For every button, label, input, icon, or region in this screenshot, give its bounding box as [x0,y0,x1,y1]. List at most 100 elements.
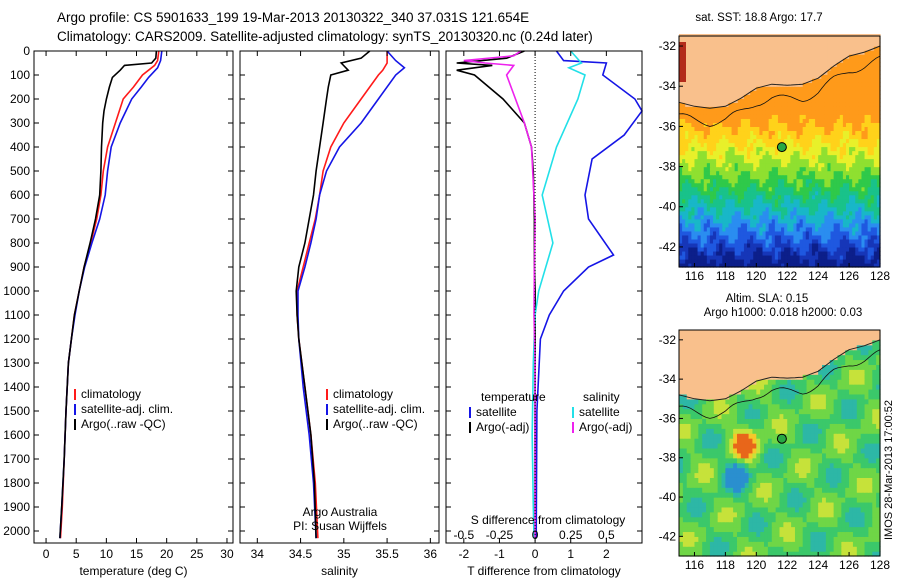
map-cell [753,170,757,176]
map-cell [709,250,714,256]
map-cell [798,506,804,513]
map-cell [759,130,764,136]
map-cell [765,110,770,115]
map-cell [688,202,692,208]
map-cell [685,94,689,99]
map-cell [737,218,742,224]
map-cell [774,90,779,95]
map-cell [740,238,745,244]
map-cell [845,250,850,256]
map-cell [855,198,859,204]
map-cell [762,102,767,107]
map-cell [753,166,757,172]
map-cell [849,258,853,264]
map-cell [756,222,760,228]
map-cell [818,477,823,483]
map-cell [787,482,792,488]
map-cell [805,118,810,123]
map-cell [796,38,801,43]
map-cell [725,202,730,208]
map-cell [759,142,764,148]
map-cell [716,254,720,260]
map-cell [799,110,804,115]
map-cell [867,158,872,164]
map-cell [811,90,816,95]
map-cell [830,250,835,256]
map-cell [691,86,696,91]
map-cell [768,154,773,160]
map-cell [873,214,878,220]
y-tick-label: 500 [10,164,30,178]
map-cell [799,190,804,196]
map-cell [867,150,872,156]
map-cell [706,230,711,236]
map-cell [694,462,699,469]
map-cell [737,102,742,107]
map-cell [729,506,734,513]
map-cell [748,506,754,513]
map-cell [719,250,723,256]
map-cell [682,516,688,523]
map-cell [703,178,708,184]
map-cell [771,226,776,232]
map-cell [747,222,751,228]
map-cell [768,242,773,248]
map-cell [861,210,866,216]
map-cell [765,178,770,184]
map-cell [827,250,832,256]
map-cell [777,86,782,91]
map-cell [796,74,801,79]
map-cell [825,492,831,498]
map-cell [774,110,779,115]
map-cell [852,206,856,212]
map-cell [808,38,813,43]
map-cell [774,74,779,79]
map-cell [796,54,801,59]
map-cell [706,487,711,493]
map-cell [716,258,720,264]
map-cell [691,198,696,204]
map-cell [685,90,689,95]
map-cell [703,194,708,200]
map-cell [713,170,717,176]
map-cell [842,206,847,212]
map-cell [842,86,847,91]
map-cell [747,230,751,236]
map-cell [842,170,847,176]
map-cell [731,82,736,87]
map-cell [839,202,844,208]
map-cell [836,178,841,184]
map-cell [768,38,773,43]
map-cell [694,234,699,240]
map-cell [841,482,846,488]
map-cell [762,58,767,63]
map-cell [731,86,736,91]
map-cell [791,501,796,508]
map-cell [830,122,835,127]
map-cell [740,46,745,51]
map-cell [752,551,757,557]
map-cell [728,202,733,208]
map-cell [722,122,726,127]
map-cell [876,477,881,483]
map-cell [679,118,683,123]
map-cell [805,262,810,268]
map-cell [821,130,825,136]
map-cell [743,50,748,55]
map-cell [694,162,699,168]
map-cell [856,531,862,537]
map-cell [706,242,711,248]
map-cell [784,166,788,172]
legend-entry: satellite [476,405,517,419]
map-cell [876,86,881,91]
map-cell [824,198,829,204]
map-cell [791,551,796,557]
map-cell [808,66,813,71]
map-cell [771,482,777,488]
map-cell [787,511,792,518]
map-cell [808,178,813,184]
map-cell [802,166,807,172]
map-cell [725,516,730,523]
map-cell [821,106,825,111]
map-cell [864,210,869,216]
